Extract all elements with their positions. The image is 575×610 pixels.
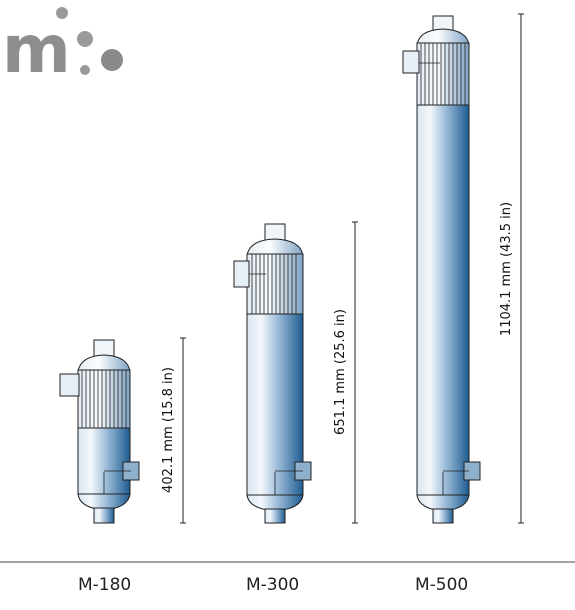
dimension-label-m500: 1104.1 mm (43.5 in) <box>499 202 514 336</box>
dimension-label-m300: 651.1 mm (25.6 in) <box>333 309 348 435</box>
logo-dot <box>80 65 90 75</box>
exchanger-m300 <box>233 223 312 524</box>
logo-letter: m <box>2 11 71 88</box>
dimension-lines <box>180 13 524 524</box>
company-logo: m <box>2 7 123 88</box>
logo-dot <box>77 31 93 47</box>
model-label-m180: M-180 <box>78 575 132 595</box>
logo-dot <box>101 49 123 71</box>
exchanger-m180 <box>59 339 140 524</box>
dimension-label-m180: 402.1 mm (15.8 in) <box>161 367 176 493</box>
model-label-m500: M-500 <box>415 575 469 595</box>
logo-dot <box>56 7 68 19</box>
exchanger-m500 <box>402 15 481 524</box>
model-label-m300: M-300 <box>246 575 300 595</box>
